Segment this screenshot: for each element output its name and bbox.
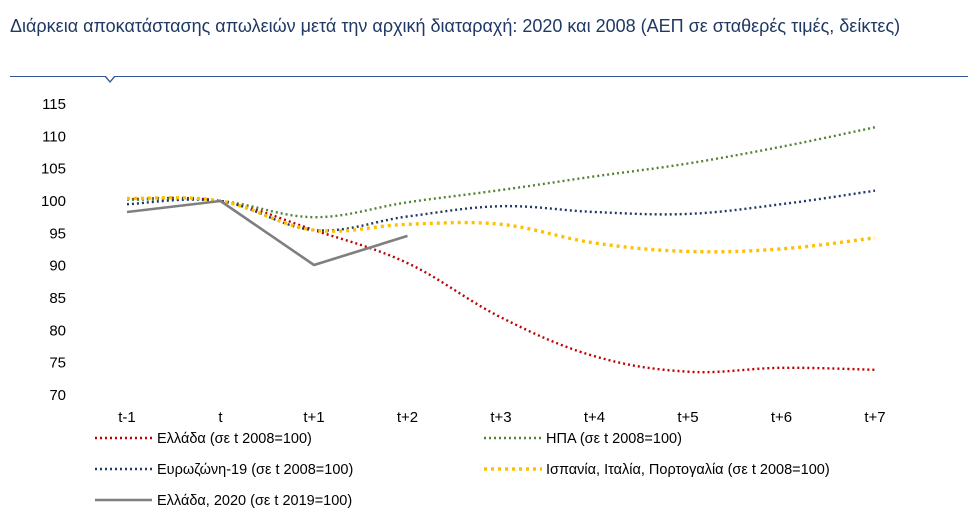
x-tick-label: t [218,409,223,426]
y-tick-label: 70 [49,387,66,404]
y-tick-label: 90 [49,258,66,275]
legend: Ελλάδα (σε t 2008=100) ΗΠΑ (σε t 2008=100… [95,431,830,509]
y-axis-ticks: 70 75 80 85 90 95 100 105 110 115 [41,96,66,404]
y-tick-label: 75 [49,355,66,372]
y-tick-label: 80 [49,322,66,339]
series-line-4 [126,196,876,254]
legend-label: Ισπανία, Ιταλία, Πορτογαλία (σε t 2008=1… [546,462,830,478]
x-tick-label: t+7 [864,409,885,426]
x-tick-label: t-1 [118,409,136,426]
chart-title: Διάρκεια αποκατάστασης απωλειών μετά την… [10,16,901,36]
legend-label: Ελλάδα, 2020 (σε t 2019=100) [157,493,352,509]
x-tick-label: t+3 [490,409,511,426]
x-tick-label: t+1 [303,409,324,426]
series-lines [126,126,876,374]
series-line-5 [126,199,408,267]
legend-label: Ελλάδα (σε t 2008=100) [157,431,312,447]
x-axis-ticks: t-1 t t+1 t+2 t+3 t+4 t+5 t+6 t+7 [118,409,885,426]
title-divider [10,76,968,77]
x-tick-label: t+2 [397,409,418,426]
x-tick-label: t+4 [584,409,605,426]
x-tick-label: t+5 [677,409,698,426]
x-tick-label: t+6 [771,409,792,426]
divider-notch [104,75,116,83]
y-tick-label: 95 [49,225,66,242]
y-tick-label: 100 [41,193,66,210]
legend-label: Ευρωζώνη-19 (σε t 2008=100) [157,462,353,478]
legend-label: ΗΠΑ (σε t 2008=100) [546,431,682,447]
y-tick-label: 115 [42,96,66,113]
y-tick-label: 105 [41,161,66,178]
y-tick-label: 110 [42,128,66,145]
series-line-3 [126,189,876,232]
y-tick-label: 85 [49,290,66,307]
series-line-2 [126,126,876,219]
